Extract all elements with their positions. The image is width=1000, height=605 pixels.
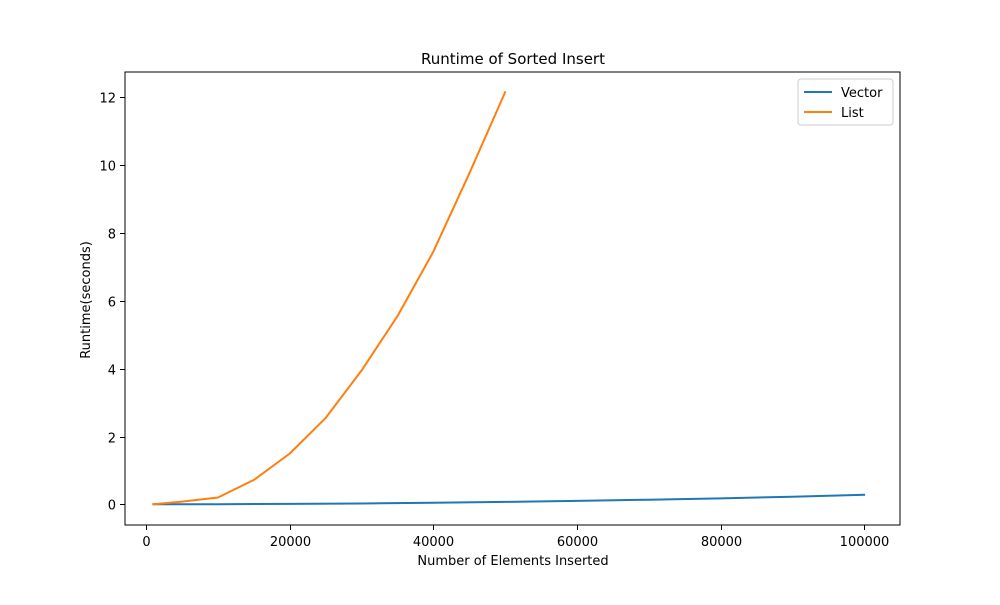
- y-tick-label: 10: [99, 160, 116, 175]
- y-tick-label: 8: [108, 228, 116, 243]
- plot-area: [152, 90, 866, 506]
- y-axis: 0 2 4 6 8 10 12: [99, 92, 125, 514]
- y-tick-label: 12: [99, 92, 116, 107]
- y-tick-label: 2: [108, 432, 116, 447]
- legend-label-list: List: [841, 106, 864, 121]
- x-tick-label: 40000: [413, 535, 454, 550]
- y-tick-label: 4: [108, 364, 116, 379]
- y-axis-label: Runtime(seconds): [79, 241, 94, 359]
- x-tick-label: 0: [142, 535, 150, 550]
- legend-label-vector: Vector: [841, 86, 883, 101]
- x-axis-label: Number of Elements Inserted: [417, 554, 608, 569]
- series-line-list: [152, 90, 507, 506]
- legend-box: [797, 78, 894, 126]
- chart-title: Runtime of Sorted Insert: [421, 50, 605, 68]
- x-axis: 0 20000 40000 60000 80000 100000: [142, 525, 889, 550]
- y-tick-label: 6: [108, 296, 116, 311]
- series-line-vector: [152, 493, 866, 506]
- x-tick-label: 100000: [840, 535, 890, 550]
- x-tick-label: 20000: [270, 535, 311, 550]
- legend: Vector List: [797, 78, 894, 126]
- x-tick-label: 80000: [701, 535, 742, 550]
- axes-frame: [124, 71, 901, 526]
- y-tick-label: 0: [108, 499, 116, 514]
- x-tick-label: 60000: [557, 535, 598, 550]
